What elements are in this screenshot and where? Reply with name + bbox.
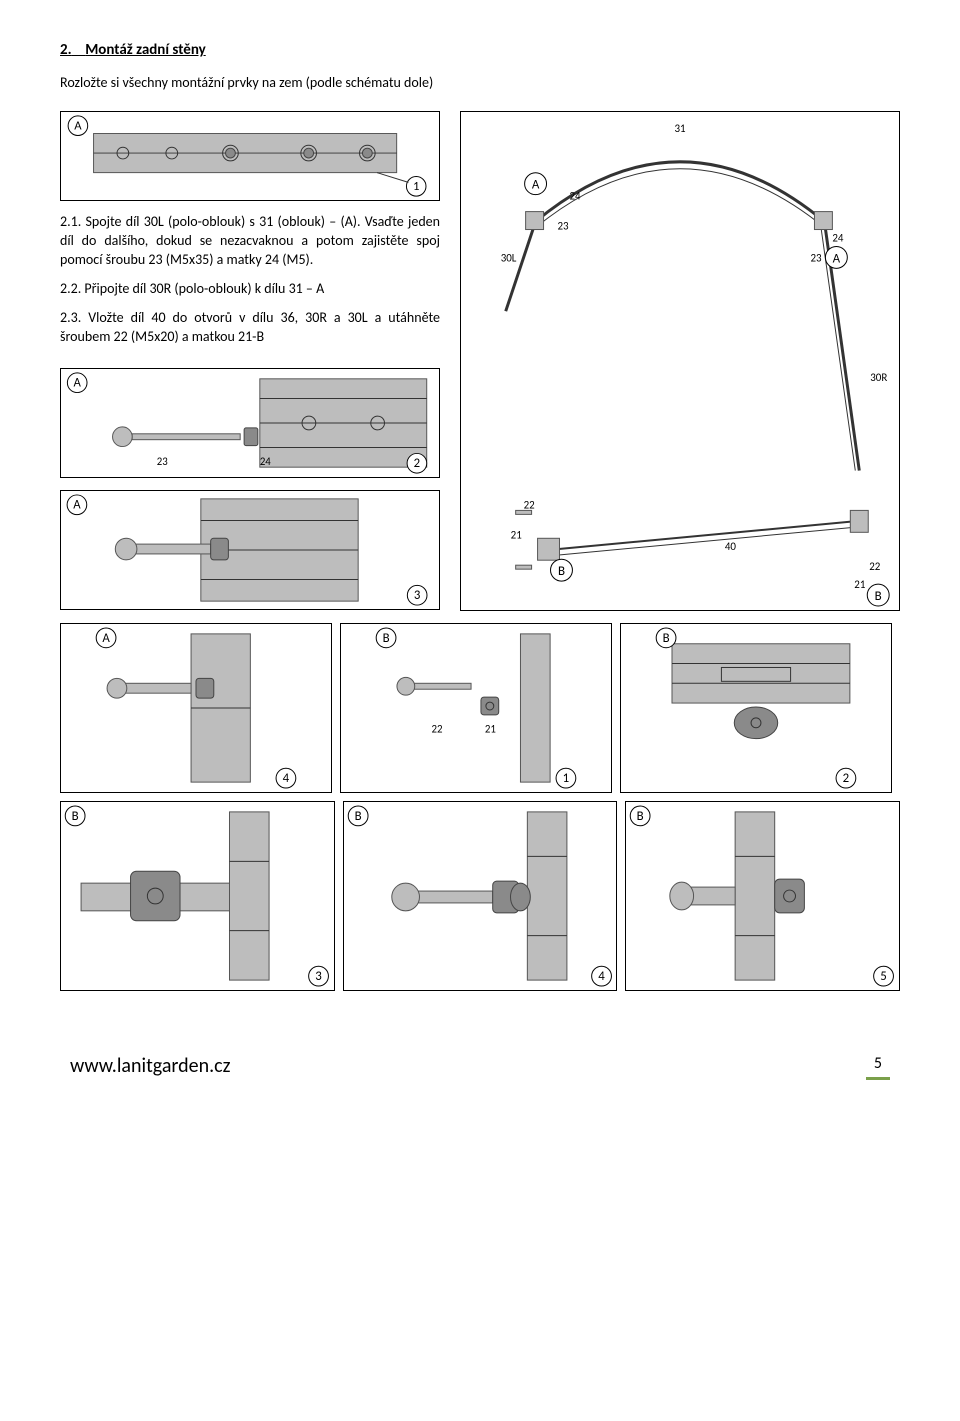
panel-b4: B 4 bbox=[343, 801, 618, 991]
svg-text:B: B bbox=[558, 564, 565, 579]
svg-text:3: 3 bbox=[414, 589, 420, 604]
step-2-1: 2.1. Spojte díl 30L (polo-oblouk) s 31 (… bbox=[60, 213, 440, 270]
svg-text:5: 5 bbox=[881, 969, 888, 984]
svg-text:B: B bbox=[875, 589, 882, 604]
heading-text: Montáž zadní stěny bbox=[85, 41, 206, 59]
svg-text:30L: 30L bbox=[501, 252, 517, 265]
right-column: 30L 31 24 23 24 23 30R 40 22 21 22 21 A … bbox=[460, 111, 900, 611]
panel-b-bolt-nut: 22 21 B 1 bbox=[340, 623, 612, 793]
panel-b3: B 3 bbox=[60, 801, 335, 991]
svg-text:B: B bbox=[72, 809, 79, 824]
heading-number: 2. bbox=[60, 41, 72, 59]
svg-text:21: 21 bbox=[854, 578, 866, 591]
svg-text:2: 2 bbox=[843, 771, 850, 786]
panel-joined-a3: A 3 bbox=[60, 490, 440, 610]
svg-text:B: B bbox=[663, 631, 670, 646]
footer-url: www.lanitgarden.cz bbox=[70, 1053, 230, 1080]
svg-text:22: 22 bbox=[524, 499, 536, 512]
detail-row-4: A 4 22 21 B 1 bbox=[60, 623, 900, 793]
svg-text:4: 4 bbox=[283, 771, 290, 786]
svg-text:2: 2 bbox=[414, 457, 420, 472]
panel-channel-a2: 23 24 A 2 bbox=[60, 368, 440, 478]
detail-row-3: B 3 B 4 bbox=[60, 801, 900, 991]
panel-b-rail-nut: B 2 bbox=[620, 623, 892, 793]
footer-page-number: 5 bbox=[866, 1051, 890, 1080]
svg-text:A: A bbox=[833, 252, 841, 267]
svg-text:30R: 30R bbox=[870, 371, 887, 384]
svg-text:40: 40 bbox=[725, 540, 737, 553]
svg-text:24: 24 bbox=[569, 190, 581, 203]
svg-text:22: 22 bbox=[869, 560, 881, 573]
svg-text:22: 22 bbox=[432, 723, 444, 736]
svg-text:23: 23 bbox=[810, 252, 822, 265]
svg-text:A: A bbox=[74, 119, 82, 134]
svg-text:B: B bbox=[637, 809, 644, 824]
svg-text:3: 3 bbox=[315, 969, 322, 984]
panel-bracket-a1: A 1 bbox=[60, 111, 440, 201]
svg-text:A: A bbox=[73, 498, 81, 513]
svg-text:31: 31 bbox=[674, 122, 686, 135]
svg-text:B: B bbox=[354, 809, 361, 824]
svg-text:23: 23 bbox=[557, 220, 569, 233]
svg-text:1: 1 bbox=[413, 179, 419, 194]
top-row: A 1 2.1. Spojte díl 30L (polo-oblouk) s … bbox=[60, 111, 900, 611]
panel-b5: B 5 bbox=[625, 801, 900, 991]
svg-text:4: 4 bbox=[598, 969, 605, 984]
step-2-3: 2.3. Vložte díl 40 do otvorů v dílu 36, … bbox=[60, 309, 440, 347]
steps-text: 2.1. Spojte díl 30L (polo-oblouk) s 31 (… bbox=[60, 213, 440, 356]
svg-text:A: A bbox=[532, 178, 540, 193]
svg-text:A: A bbox=[74, 376, 82, 391]
panel-a4: A 4 bbox=[60, 623, 332, 793]
svg-text:23: 23 bbox=[157, 456, 168, 469]
svg-text:24: 24 bbox=[832, 232, 844, 245]
subheading: Rozložte si všechny montážní prvky na ze… bbox=[60, 74, 900, 93]
left-column: A 1 2.1. Spojte díl 30L (polo-oblouk) s … bbox=[60, 111, 440, 611]
svg-text:A: A bbox=[102, 631, 110, 646]
section-heading: 2. Montáž zadní stěny bbox=[60, 40, 900, 60]
svg-text:21: 21 bbox=[511, 528, 523, 541]
svg-text:24: 24 bbox=[260, 456, 271, 469]
panel-arc-assembly: 30L 31 24 23 24 23 30R 40 22 21 22 21 A … bbox=[460, 111, 900, 611]
svg-text:B: B bbox=[383, 631, 390, 646]
svg-text:21: 21 bbox=[485, 723, 497, 736]
svg-text:1: 1 bbox=[563, 771, 570, 786]
step-2-2: 2.2. Připojte díl 30R (polo-oblouk) k dí… bbox=[60, 280, 440, 299]
page-footer: www.lanitgarden.cz 5 bbox=[60, 1051, 900, 1080]
